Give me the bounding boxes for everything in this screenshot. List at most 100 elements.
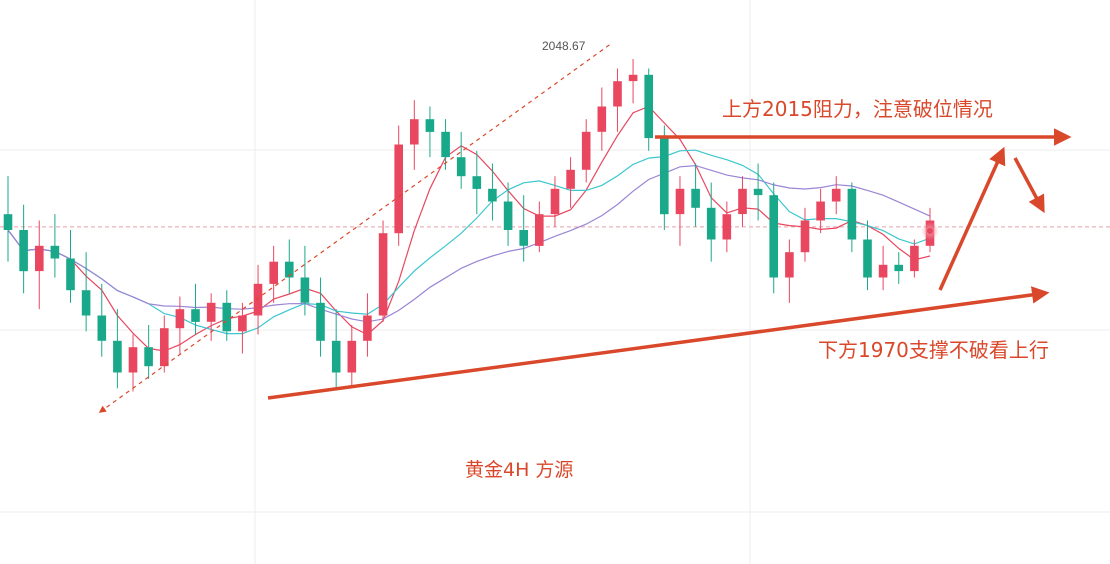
candle: [238, 302, 247, 354]
candle-body: [878, 264, 888, 278]
candle: [97, 283, 107, 357]
high-price-label: 2048.67: [542, 39, 586, 53]
candle-body: [816, 201, 825, 221]
candle: [831, 176, 841, 215]
candle-body: [66, 258, 75, 291]
candle-body: [785, 252, 794, 278]
candle-body: [81, 290, 91, 316]
candle-body: [113, 340, 122, 373]
candle-body: [550, 188, 560, 215]
candle-body: [894, 264, 903, 272]
candle-body: [910, 245, 919, 272]
candle-body: [738, 188, 747, 215]
candle: [347, 325, 357, 386]
moving-averages: [7, 105, 931, 352]
candle-body: [441, 131, 450, 158]
candle-body: [706, 207, 716, 240]
candle: [628, 59, 638, 104]
candle: [222, 290, 232, 341]
candle: [378, 220, 388, 322]
candle: [425, 106, 435, 158]
candle-body: [535, 214, 544, 246]
candle: [519, 195, 528, 262]
candle-body: [831, 188, 841, 202]
candle: [800, 207, 810, 262]
candle: [441, 119, 450, 170]
candle: [128, 334, 138, 392]
candle-body: [410, 119, 419, 145]
candle-body: [128, 347, 138, 373]
current-price-dot-core: [927, 228, 933, 234]
candle-body: [628, 74, 638, 82]
candle: [66, 230, 75, 303]
candle: [660, 125, 669, 230]
candle: [113, 309, 122, 389]
candle-body: [316, 302, 325, 341]
candle: [331, 309, 341, 389]
chart-caption: 黄金4H 方源: [465, 459, 573, 481]
candle-body: [253, 283, 263, 316]
candle-body: [769, 195, 778, 278]
projection-down-arrow: [1013, 157, 1045, 214]
candle: [35, 220, 44, 310]
candle-body: [519, 230, 528, 246]
candle-body: [222, 302, 232, 332]
candle: [503, 182, 513, 246]
candle: [285, 239, 294, 294]
candle: [769, 182, 778, 294]
candle: [269, 245, 278, 303]
candle-body: [300, 277, 310, 303]
candle-body: [488, 188, 497, 202]
candle-body: [722, 214, 732, 240]
dashed-trend-line: [98, 42, 613, 413]
candlesticks: [3, 59, 935, 392]
ma-slow-line: [7, 164, 931, 323]
candle: [816, 188, 825, 234]
candle-body: [269, 261, 278, 284]
candle: [472, 150, 482, 215]
candle: [50, 214, 60, 278]
candle-body: [175, 309, 185, 329]
candle-body: [35, 245, 44, 272]
candle: [3, 176, 13, 262]
ma-fast-line: [7, 105, 931, 352]
candle-body: [613, 81, 622, 107]
candle-body: [144, 347, 153, 367]
candle-body: [238, 315, 247, 332]
candle-body: [675, 188, 685, 215]
candle: [675, 176, 685, 246]
candle-body: [3, 214, 13, 230]
candle: [456, 131, 466, 189]
candle-body: [331, 340, 341, 373]
support-arrow: [267, 286, 1050, 400]
candle-body: [691, 188, 700, 208]
candle-body: [581, 131, 591, 170]
candle: [410, 100, 419, 170]
candle-body: [19, 230, 28, 272]
candle: [644, 68, 653, 151]
candle: [863, 220, 872, 291]
ma-mid-line: [7, 149, 931, 335]
candle-body: [363, 315, 372, 341]
support-text: 下方1970支撑不破看上行: [818, 338, 1049, 362]
candle: [81, 252, 91, 332]
projection-up-arrow: [938, 146, 1006, 291]
candle: [878, 245, 888, 291]
candle: [488, 163, 497, 221]
candle-body: [644, 74, 653, 139]
candle-body: [378, 233, 388, 316]
candle: [613, 68, 622, 132]
candle-body: [800, 220, 810, 253]
candle: [691, 163, 700, 227]
candle-body: [160, 328, 169, 367]
candle-body: [566, 169, 575, 189]
candle-body: [285, 261, 294, 278]
candle-body: [863, 239, 872, 278]
resistance-text: 上方2015阻力，注意破位情况: [722, 97, 993, 121]
candle: [144, 325, 153, 379]
candle: [581, 119, 591, 183]
candle: [206, 293, 216, 341]
candle: [253, 264, 263, 335]
